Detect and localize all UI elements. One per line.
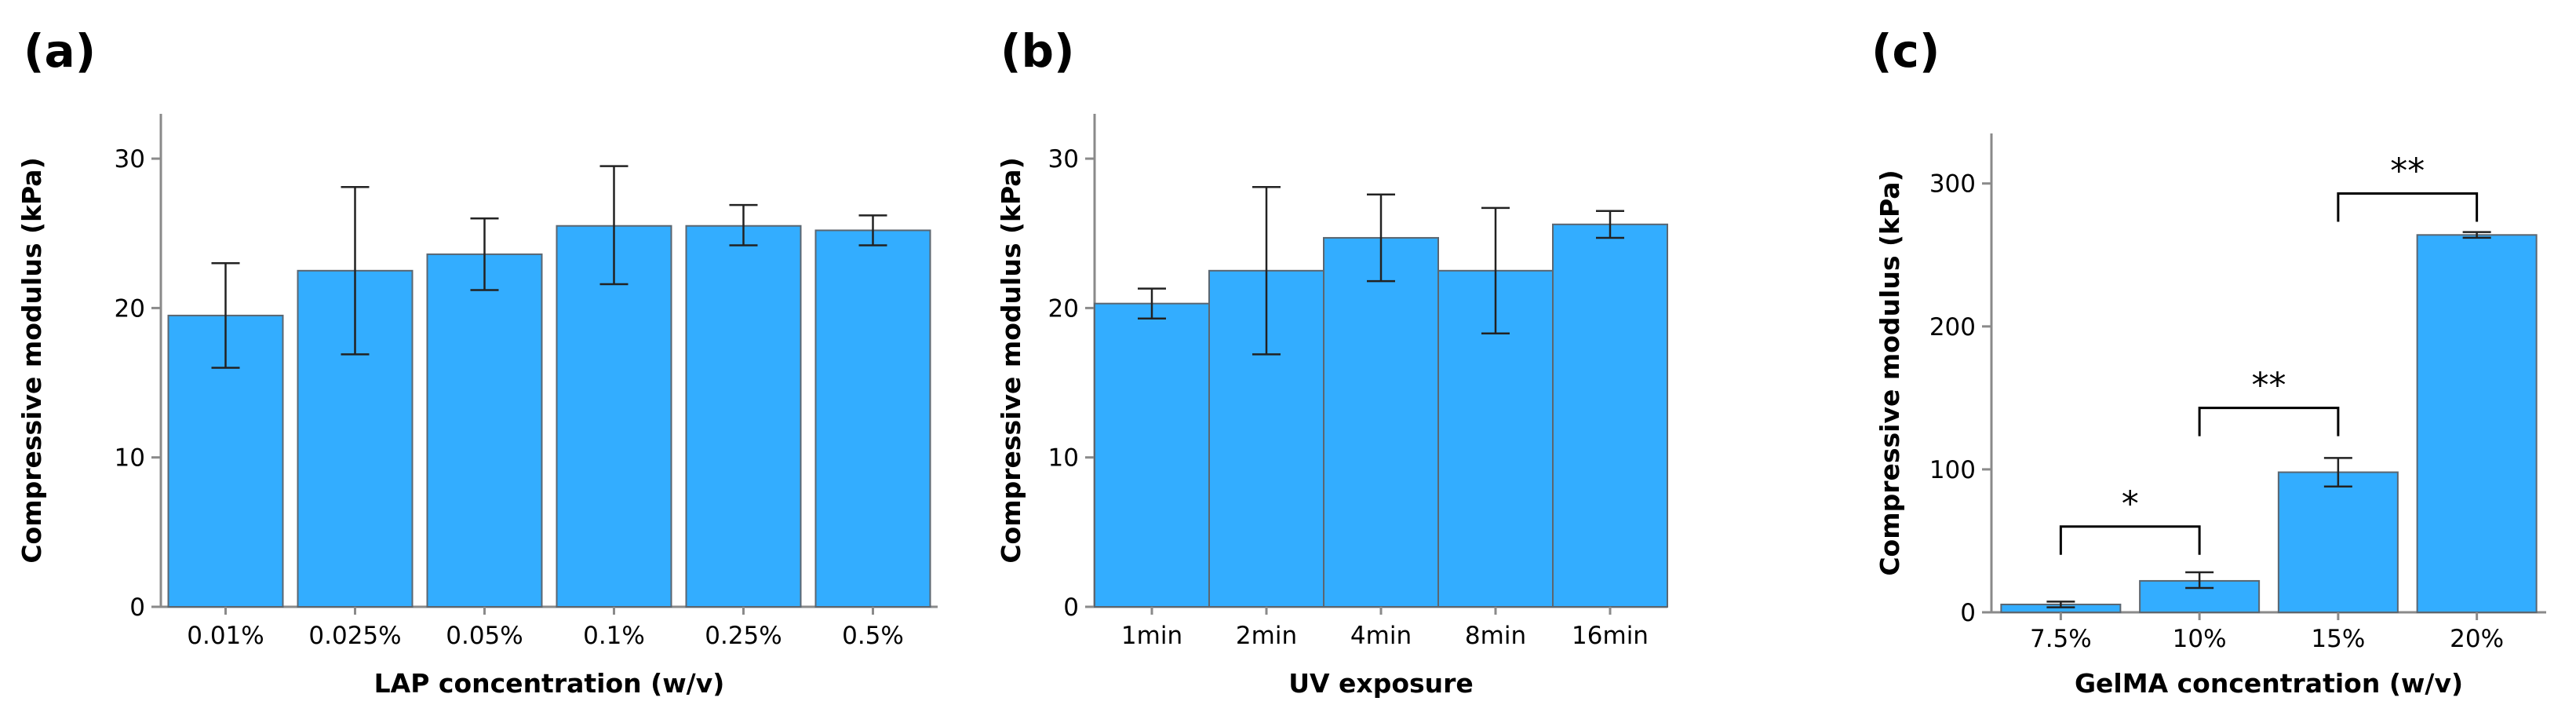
x-tick-label: 10% — [2173, 625, 2227, 653]
bar — [1552, 223, 1668, 608]
x-axis-title: GelMA concentration (w/v) — [2075, 668, 2463, 699]
significance-label: ** — [2390, 151, 2425, 191]
y-tick-label: 300 — [1929, 170, 1976, 199]
x-tick-label: 0.01% — [187, 622, 264, 650]
x-axis-title: LAP concentration (w/v) — [374, 668, 725, 699]
y-tick-label: 0 — [1063, 593, 1079, 622]
panel-b: (b) 0 10 20 30 1min 2min 4min 8min 16min UV exposu… — [996, 24, 1668, 699]
x-tick-label: 20% — [2450, 625, 2504, 653]
y-tick-label: 30 — [115, 145, 145, 173]
panel-a: (a) 0 10 20 30 0.01% 0.025% 0.05% 0.1% 0.25% 0.5% L… — [16, 24, 938, 699]
x-tick-label: 2min — [1236, 622, 1297, 650]
x-tick-label: 0.05% — [446, 622, 523, 650]
x-tick-label: 1min — [1121, 622, 1182, 650]
x-tick-label: 4min — [1350, 622, 1412, 650]
significance-label: * — [2122, 484, 2139, 524]
y-tick-label: 30 — [1048, 145, 1079, 173]
x-tick-label: 15% — [2311, 625, 2365, 653]
x-axis-title: UV exposure — [1288, 668, 1474, 699]
x-tick-label: 0.25% — [705, 622, 782, 650]
bar — [2277, 471, 2399, 613]
panel-label: (a) — [24, 24, 96, 78]
x-tick-label: 8min — [1465, 622, 1526, 650]
bar — [1323, 236, 1439, 608]
y-tick-label: 10 — [1048, 444, 1079, 473]
bar — [814, 229, 931, 608]
significance-bracket — [2337, 192, 2479, 222]
bar — [685, 225, 802, 608]
x-tick-label: 0.025% — [308, 622, 401, 650]
y-tick-label: 20 — [115, 294, 145, 323]
x-tick-label: 0.5% — [842, 622, 904, 650]
bar — [1094, 302, 1210, 608]
y-tick-label: 0 — [129, 593, 145, 622]
significance-bracket — [2198, 407, 2340, 436]
bar — [2416, 234, 2538, 613]
x-tick-label: 7.5% — [2030, 625, 2092, 653]
bar — [426, 253, 543, 608]
x-tick-label: 0.1% — [583, 622, 645, 650]
panel-label: (c) — [1871, 24, 1940, 78]
y-tick-label: 0 — [1960, 599, 1976, 627]
panel-label: (b) — [1000, 24, 1075, 78]
y-tick-label: 200 — [1929, 313, 1976, 341]
y-axis-title: Compressive modulus (kPa) — [996, 157, 1026, 563]
y-tick-label: 20 — [1048, 294, 1079, 323]
y-axis-title: Compressive modulus (kPa) — [16, 157, 47, 563]
x-tick-label: 16min — [1572, 622, 1649, 650]
y-tick-label: 10 — [115, 444, 145, 473]
y-tick-label: 100 — [1929, 456, 1976, 484]
significance-bracket — [2059, 525, 2201, 555]
significance-label: ** — [2252, 366, 2286, 406]
y-axis-title: Compressive modulus (kPa) — [1875, 170, 1905, 575]
